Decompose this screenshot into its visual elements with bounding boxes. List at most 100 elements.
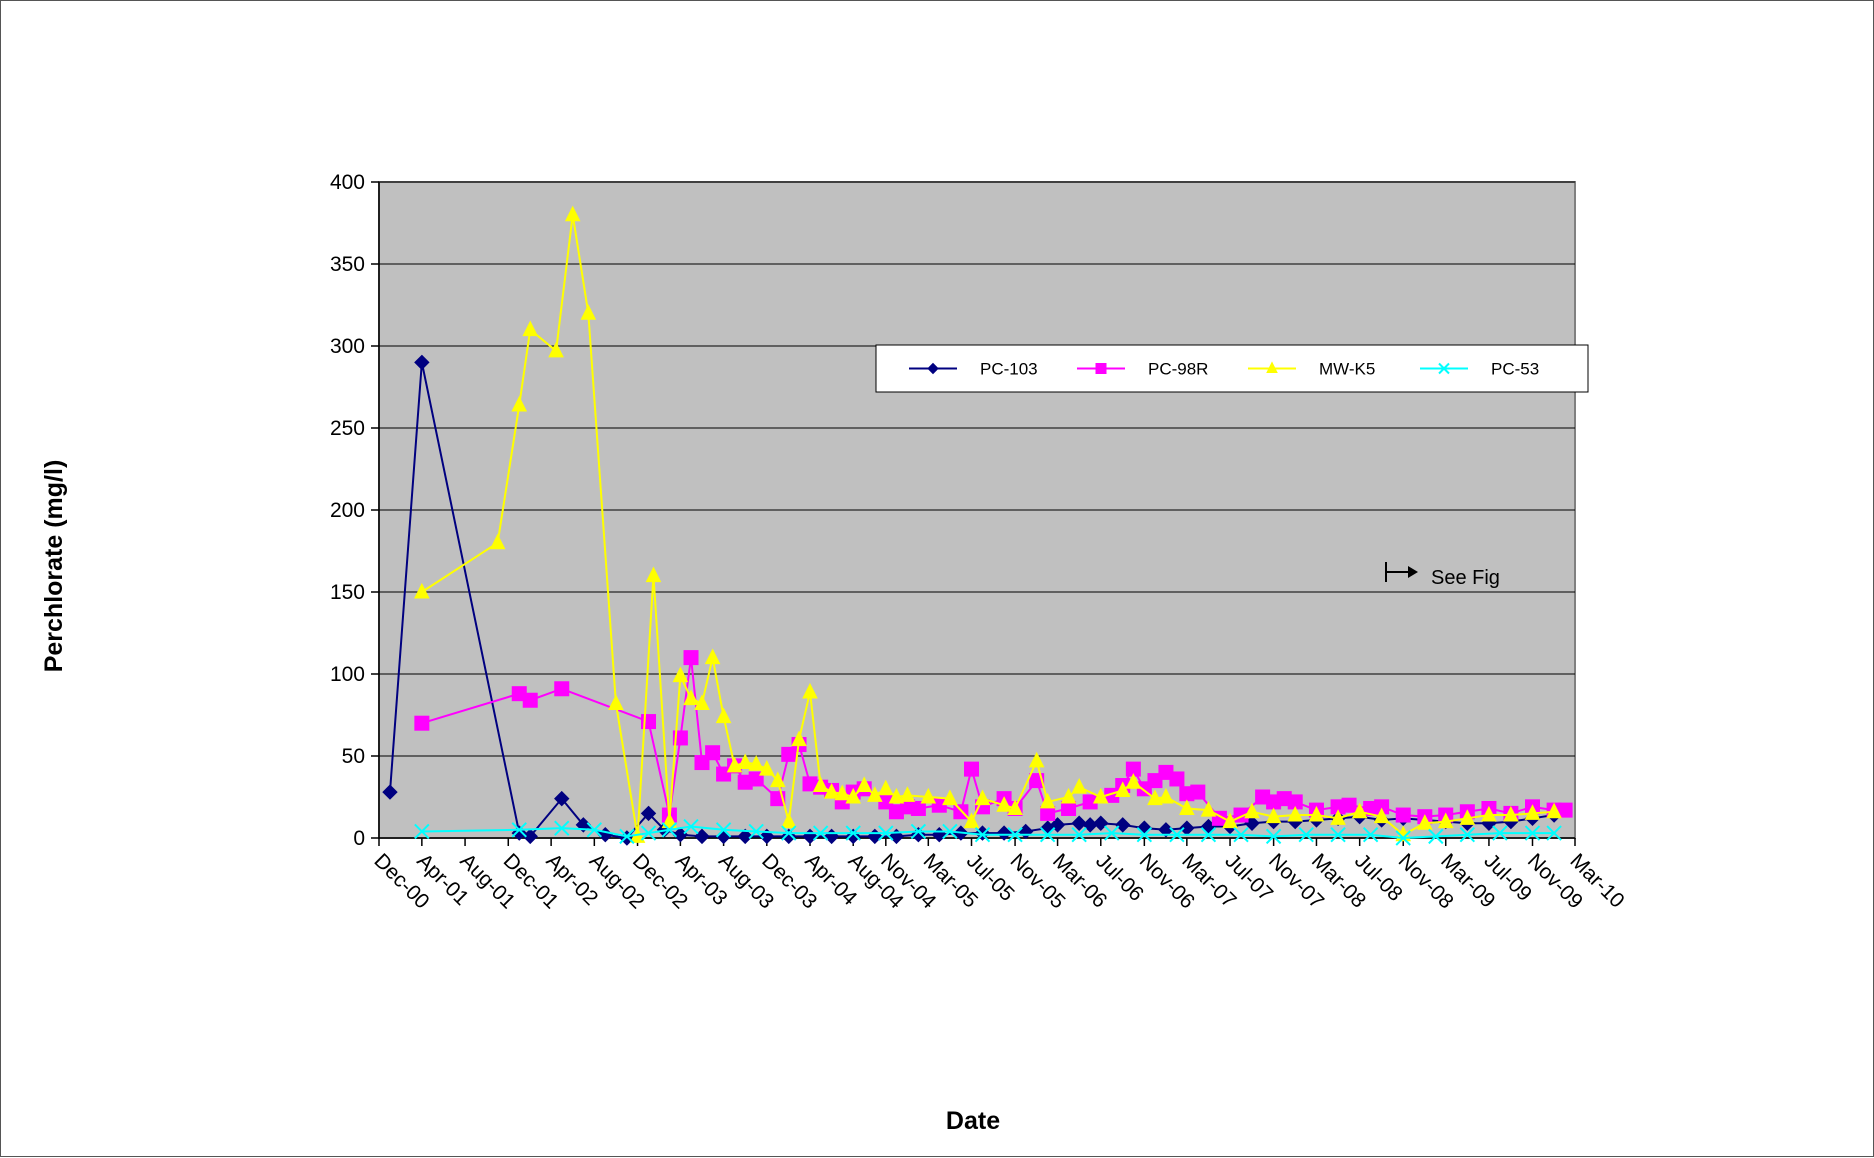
data-point <box>1330 809 1346 825</box>
x-axis-title: Date <box>946 1107 1000 1135</box>
data-point <box>899 786 916 802</box>
data-point <box>1437 812 1454 829</box>
data-point <box>1362 827 1379 843</box>
data-point <box>661 822 678 838</box>
data-point <box>1169 771 1185 787</box>
data-point <box>1040 805 1056 821</box>
data-point <box>996 825 1012 841</box>
y-tick-label: 250 <box>330 417 365 440</box>
data-point <box>920 787 937 804</box>
data-point <box>1158 787 1174 804</box>
data-point <box>704 648 721 665</box>
data-point <box>758 760 775 776</box>
data-point <box>910 800 926 816</box>
data-point <box>715 707 732 724</box>
data-point <box>489 533 506 550</box>
data-point <box>1071 815 1087 831</box>
legend-marker <box>1438 362 1450 375</box>
data-point <box>974 789 991 806</box>
data-point <box>845 787 862 804</box>
data-point <box>802 682 818 699</box>
data-point <box>1092 787 1109 804</box>
data-point <box>1459 827 1476 843</box>
data-point <box>1060 787 1077 804</box>
y-axis-ticks: 0 50 100 150 200 250 300 350 400 <box>330 171 379 850</box>
data-point <box>645 566 662 583</box>
series-pc-53 <box>414 818 1562 846</box>
y-tick-label: 200 <box>330 499 365 522</box>
data-point <box>1200 801 1217 817</box>
data-point <box>1179 799 1195 815</box>
data-point <box>414 354 430 371</box>
data-point <box>877 779 894 796</box>
annotation-text: See Fig <box>1431 567 1500 589</box>
series-mw-k5 <box>414 205 1562 843</box>
data-point <box>580 304 597 320</box>
data-point <box>619 828 635 845</box>
data-point <box>1524 804 1541 820</box>
data-point <box>888 787 905 804</box>
data-point <box>856 776 873 793</box>
data-point <box>1265 807 1282 824</box>
data-point <box>382 784 398 800</box>
legend-marker <box>1095 363 1107 374</box>
data-point <box>694 694 710 711</box>
data-point <box>737 828 753 845</box>
data-point <box>1395 807 1411 823</box>
data-point <box>964 761 980 777</box>
data-point <box>748 823 764 840</box>
y-tick-label: 100 <box>330 663 365 686</box>
x-axis-ticks: Dec-00Apr-01Aug-01Dec-01Apr-02Aug-02Dec-… <box>369 838 1629 914</box>
y-tick-label: 0 <box>353 827 365 850</box>
data-point <box>996 796 1012 812</box>
data-point <box>1330 827 1346 843</box>
y-tick-label: 50 <box>342 745 365 768</box>
y-tick-label: 350 <box>330 253 365 276</box>
data-point <box>942 823 958 840</box>
data-point <box>1287 805 1304 822</box>
data-point <box>1373 807 1390 824</box>
legend-marker <box>1266 361 1278 373</box>
data-point <box>834 784 851 801</box>
data-point <box>1147 789 1163 806</box>
data-point <box>963 812 980 829</box>
legend-box <box>875 344 1589 393</box>
y-tick-label: 300 <box>330 335 365 358</box>
data-point <box>414 582 430 599</box>
data-point <box>554 790 570 807</box>
legend: PC-103 PC-98R MW-K5 PC-53 <box>875 344 1589 393</box>
data-point <box>1233 827 1249 843</box>
data-point <box>522 320 539 337</box>
data-point <box>942 789 958 806</box>
data-point <box>1136 827 1153 843</box>
data-point <box>414 823 430 840</box>
data-point <box>608 694 624 711</box>
data-point <box>780 812 797 829</box>
data-point <box>1417 814 1433 830</box>
data-point <box>1169 827 1185 843</box>
data-point <box>910 823 927 840</box>
data-point <box>554 681 570 697</box>
data-point <box>511 822 527 838</box>
data-point <box>1546 825 1562 841</box>
data-point <box>1395 830 1411 846</box>
data-point <box>1104 825 1120 841</box>
data-point <box>715 822 732 838</box>
data-point <box>1028 751 1045 768</box>
data-point <box>1351 802 1368 819</box>
data-point <box>511 395 528 412</box>
data-point <box>1428 828 1444 845</box>
data-point <box>1200 827 1217 843</box>
data-point <box>1007 799 1023 815</box>
legend-marker <box>927 362 939 375</box>
data-point <box>672 666 689 683</box>
data-point <box>1071 778 1087 794</box>
data-point <box>661 812 678 829</box>
data-point <box>1459 809 1476 825</box>
data-point <box>823 782 840 799</box>
annotation: See Fig <box>1385 562 1500 589</box>
data-point <box>1341 797 1357 813</box>
legend-item-pc-103: PC-103 <box>909 360 1038 379</box>
data-point <box>640 825 657 841</box>
